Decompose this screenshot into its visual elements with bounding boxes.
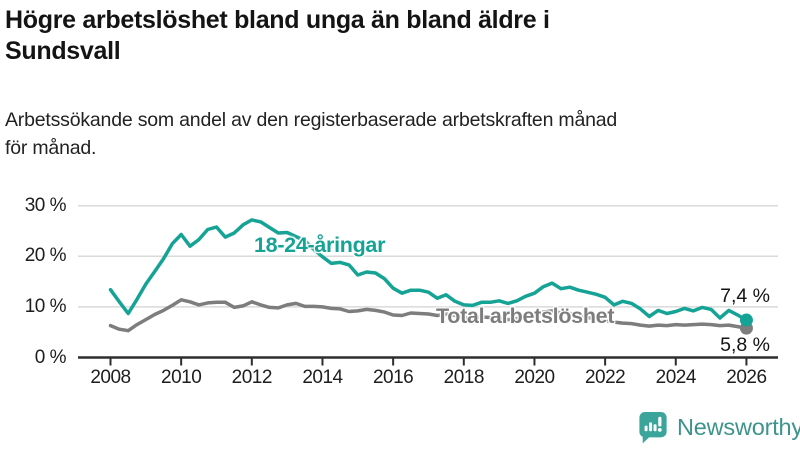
title-line-1: Högre arbetslöshet bland unga än bland ä… <box>5 6 550 34</box>
x-tick-label: 2026 <box>726 367 767 388</box>
x-tick-label: 2018 <box>443 367 485 388</box>
y-tick-label: 30 % <box>24 194 67 216</box>
newsworthy-wordmark: Newsworthy <box>677 413 800 440</box>
x-tick-label: 2010 <box>161 367 202 388</box>
x-tick-label: 2016 <box>372 367 414 388</box>
page-title: Högre arbetslöshet bland unga än bland ä… <box>5 5 735 67</box>
end-value-label-total: 5,8 % <box>720 334 770 356</box>
newsworthy-logo[interactable]: Newsworthy <box>638 410 800 444</box>
end-dot-youth <box>739 313 753 327</box>
newsworthy-chart-bubble-icon <box>639 412 667 444</box>
y-tick-label: 20 % <box>24 245 67 267</box>
x-tick-label: 2022 <box>584 367 626 388</box>
y-tick-label: 10 % <box>24 295 67 317</box>
x-tick-label: 2024 <box>655 367 697 388</box>
x-tick-label: 2014 <box>302 367 343 388</box>
line-youth <box>108 218 749 322</box>
chart-subtitle: Arbetssökande som andel av den registerb… <box>5 106 785 162</box>
title-line-2: Sundsvall <box>5 37 121 65</box>
subtitle-line-2: för månad. <box>5 137 97 159</box>
y-tick-label: 0 % <box>34 346 67 368</box>
x-tick-label: 2008 <box>90 367 131 388</box>
x-tick-label: 2020 <box>514 367 555 388</box>
subtitle-line-1: Arbetssökande som andel av den registerb… <box>5 109 618 131</box>
line-total <box>108 298 749 333</box>
series-label-youth: 18-24-åringar <box>254 233 386 257</box>
end-value-label-youth: 7,4 % <box>720 285 770 307</box>
series-label-total: Total arbetslöshet <box>436 304 615 328</box>
x-tick-label: 2012 <box>231 367 273 388</box>
